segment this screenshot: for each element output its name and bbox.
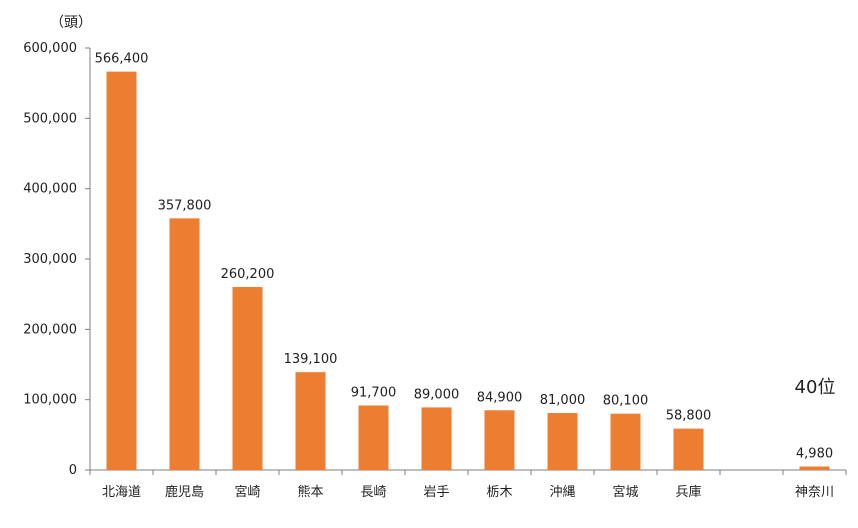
category-label: 栃木 <box>486 485 512 500</box>
data-label: 139,100 <box>284 352 338 367</box>
bar <box>484 410 515 470</box>
y-tick-label: 200,000 <box>23 322 77 337</box>
y-tick-label: 300,000 <box>23 252 77 267</box>
axes: 0 100,000 200,000 300,000 400,000 500,000 600,… <box>23 41 847 478</box>
bar <box>610 413 641 470</box>
bar <box>673 428 704 470</box>
data-label: 89,000 <box>414 387 460 402</box>
y-tick-label: 500,000 <box>23 111 77 126</box>
y-tick-label: 0 <box>69 463 77 478</box>
bar <box>169 218 200 470</box>
bar <box>421 407 452 470</box>
category-label: 兵庫 <box>675 485 701 500</box>
bar <box>547 413 578 470</box>
bar <box>232 286 263 470</box>
data-label: 91,700 <box>351 386 397 401</box>
category-label: 神奈川 <box>795 485 834 500</box>
category-label: 宮崎 <box>234 484 260 500</box>
bar <box>358 405 389 470</box>
data-label: 4,980 <box>796 446 833 461</box>
y-axis-unit-label: （頭） <box>50 15 92 31</box>
category-label: 岩手 <box>423 485 449 500</box>
data-label: 84,900 <box>477 390 523 405</box>
data-label: 260,200 <box>221 267 275 282</box>
data-label: 357,800 <box>158 198 212 213</box>
data-label: 566,400 <box>95 52 149 67</box>
rank-annotation: 40位 <box>795 377 836 398</box>
category-label: 沖縄 <box>549 485 575 500</box>
data-label: 58,800 <box>666 409 712 424</box>
y-tick-label: 400,000 <box>23 182 77 197</box>
bar <box>106 71 137 470</box>
y-tick-label: 600,000 <box>23 41 77 56</box>
category-label: 鹿児島 <box>165 484 204 500</box>
bar <box>295 372 326 470</box>
data-label: 81,000 <box>540 393 586 408</box>
bars <box>106 71 830 470</box>
y-tick-label: 100,000 <box>23 393 77 408</box>
labels: 566,400 北海道 357,800 鹿児島 260,200 宮崎 139,100 熊本 91… <box>95 52 834 500</box>
category-label: 宮城 <box>612 484 638 500</box>
category-label: 北海道 <box>102 485 141 500</box>
data-label: 80,100 <box>603 394 649 409</box>
bar <box>799 466 830 470</box>
category-label: 熊本 <box>297 484 323 500</box>
category-label: 長崎 <box>360 485 386 500</box>
